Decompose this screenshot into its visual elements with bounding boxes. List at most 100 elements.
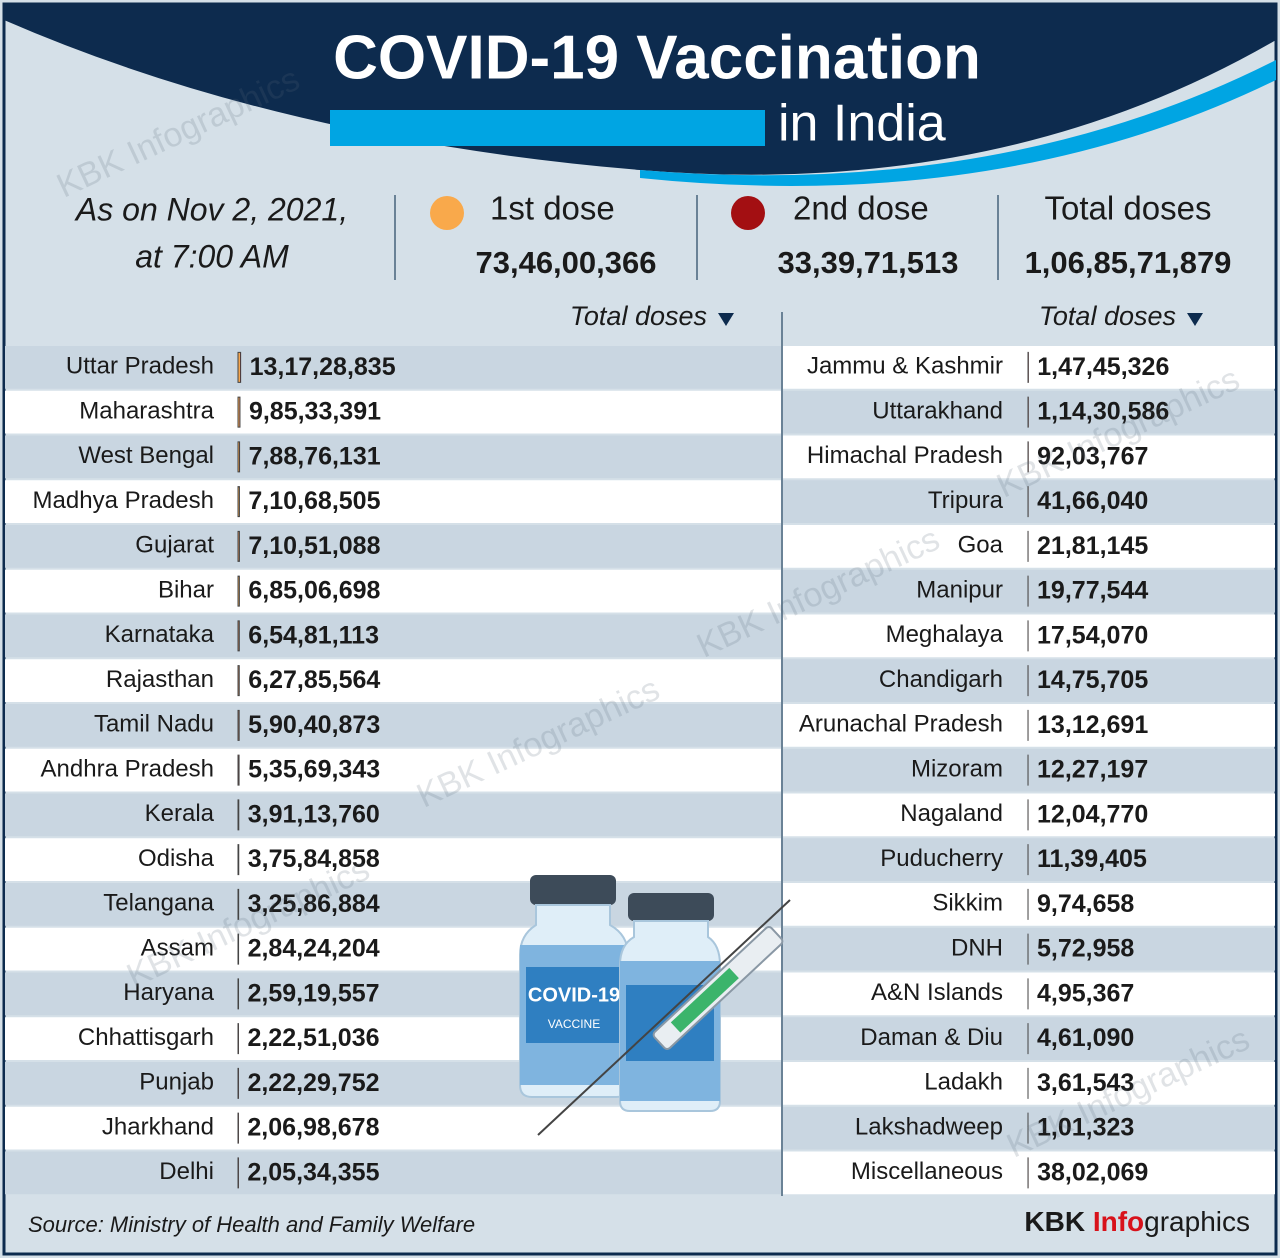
- total-label: 3,75,84,858: [248, 845, 380, 873]
- row-band: [783, 972, 1275, 1016]
- bar-outline: [237, 933, 240, 965]
- vial-subtext: VACCINE: [548, 1017, 600, 1031]
- total-label: 4,95,367: [1037, 979, 1134, 1007]
- category-label: Nagaland: [900, 800, 1003, 827]
- bar-outline: [237, 665, 240, 697]
- category-label: Arunachal Pradesh: [799, 711, 1003, 738]
- total-label: 2,22,51,036: [247, 1024, 379, 1052]
- row-band: [783, 1017, 1275, 1060]
- category-label: Mizoram: [911, 755, 1003, 782]
- row-band: [5, 614, 782, 658]
- category-label: A&N Islands: [871, 979, 1003, 1006]
- summary-value: 73,46,00,366: [475, 245, 656, 280]
- summary-value: 33,39,71,513: [777, 245, 958, 280]
- row-band: [5, 748, 782, 792]
- total-label: 2,84,24,204: [248, 935, 380, 963]
- category-label: Assam: [141, 934, 214, 961]
- row-band: [5, 390, 782, 434]
- brand-part: graphics: [1144, 1206, 1250, 1237]
- row-band: [783, 1151, 1275, 1195]
- total-label: 1,01,323: [1037, 1114, 1134, 1142]
- total-label: 9,74,658: [1037, 890, 1134, 918]
- total-label: 14,75,705: [1037, 666, 1148, 694]
- bar-outline: [237, 396, 241, 428]
- legend-label: Total doses: [1045, 190, 1212, 227]
- brand-part: Info: [1093, 1206, 1144, 1237]
- total-label: 12,04,770: [1037, 800, 1148, 828]
- row-band: [5, 435, 782, 479]
- header-arrow: [1187, 313, 1203, 326]
- date: As on Nov 2, 2021,: [74, 191, 348, 227]
- total-label: 2,06,98,678: [247, 1114, 379, 1142]
- category-label: Haryana: [123, 979, 214, 1006]
- total-label: 1,14,30,586: [1037, 398, 1169, 426]
- total-label: 9,85,33,391: [249, 398, 381, 426]
- total-label: 7,88,76,131: [249, 442, 381, 470]
- category-label: Maharashtra: [79, 397, 214, 424]
- total-label: 19,77,544: [1037, 577, 1148, 605]
- total-label: 7,10,51,088: [248, 532, 380, 560]
- column-header: Total doses: [570, 301, 707, 331]
- total-label: 17,54,070: [1037, 621, 1148, 649]
- header-arrow: [718, 313, 734, 326]
- subtitle: in India: [778, 95, 946, 153]
- category-label: Ladakh: [924, 1069, 1003, 1096]
- category-label: Meghalaya: [886, 621, 1004, 648]
- row-band: [783, 1106, 1275, 1150]
- row-band: [783, 704, 1275, 747]
- brand-part: KBK: [1024, 1206, 1092, 1237]
- total-label: 11,39,405: [1037, 845, 1147, 873]
- vial-text: COVID-19: [528, 984, 620, 1006]
- row-band: [783, 569, 1275, 613]
- row-band: [783, 525, 1275, 568]
- category-label: Lakshadweep: [855, 1113, 1003, 1140]
- category-label: Karnataka: [105, 621, 215, 648]
- bar-outline: [237, 351, 242, 383]
- row-band: [5, 480, 782, 523]
- bar-segment: [238, 352, 240, 383]
- category-label: Tamil Nadu: [94, 711, 214, 738]
- plot: Total doses Uttar Pradesh 13,17,28,835 Maha…: [33, 301, 1203, 1189]
- row-band: [783, 390, 1275, 434]
- total-label: 3,91,13,760: [248, 800, 380, 828]
- total-label: 13,12,691: [1037, 711, 1148, 739]
- total-label: 92,03,767: [1037, 442, 1148, 470]
- summary-dividers: [394, 195, 999, 280]
- total-label: 13,17,28,835: [250, 353, 396, 381]
- category-label: Odisha: [138, 845, 215, 872]
- category-label: Daman & Diu: [860, 1024, 1003, 1051]
- bar-outline: [237, 486, 240, 518]
- category-label: Jharkhand: [102, 1113, 214, 1140]
- row-band: [5, 346, 782, 389]
- title-accent: [330, 110, 765, 146]
- row-band: [783, 748, 1275, 792]
- vaccine-illustration: COVID-19 VACCINE: [519, 875, 791, 1136]
- legend-swatch: [430, 196, 464, 230]
- category-label: Puducherry: [880, 845, 1003, 872]
- category-label: Miscellaneous: [851, 1158, 1003, 1185]
- category-label: Bihar: [158, 576, 214, 603]
- bar-outline: [237, 978, 240, 1010]
- category-label: Uttar Pradesh: [66, 353, 214, 380]
- category-label: Himachal Pradesh: [807, 442, 1003, 469]
- row-band: [783, 1062, 1275, 1105]
- bar-outline: [237, 888, 240, 920]
- bar-outline: [237, 530, 240, 562]
- total-label: 6,54,81,113: [248, 621, 379, 649]
- row-band: [783, 346, 1275, 389]
- row-band: [5, 659, 782, 702]
- row-band: [5, 793, 782, 837]
- row-band: [5, 1151, 782, 1195]
- category-label: Uttarakhand: [872, 397, 1003, 424]
- title: COVID-19 Vaccination: [333, 23, 981, 92]
- row-band: [5, 569, 782, 613]
- row-band: [783, 480, 1275, 523]
- brand: KBK Infographics: [1024, 1206, 1250, 1237]
- row-band: [783, 883, 1275, 926]
- row-band: [5, 704, 782, 747]
- category-label: Chhattisgarh: [78, 1024, 214, 1051]
- category-label: Tripura: [928, 487, 1004, 514]
- category-label: Telangana: [103, 890, 214, 917]
- total-label: 7,10,68,505: [248, 487, 380, 515]
